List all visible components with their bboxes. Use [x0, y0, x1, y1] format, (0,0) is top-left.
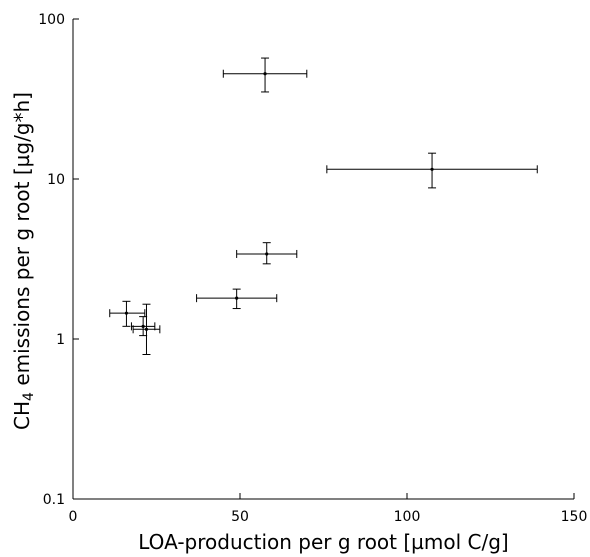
- data-point: [132, 303, 161, 356]
- y-axis-title-subscript: 4: [21, 392, 37, 401]
- data-point: [109, 300, 146, 327]
- y-axis-title: CH4 emissions per g root [µg/g*h]: [10, 92, 37, 430]
- x-tick-label: 50: [231, 509, 249, 525]
- point-marker: [235, 296, 239, 300]
- point-marker: [263, 72, 267, 76]
- data-point: [326, 152, 538, 189]
- y-tick-label: 0.1: [43, 492, 65, 508]
- data-points: [109, 57, 538, 356]
- point-marker: [141, 324, 145, 328]
- y-axis-title-suffix: emissions per g root [µg/g*h]: [10, 92, 34, 392]
- y-tick-label: 100: [38, 12, 65, 28]
- data-point: [130, 316, 156, 337]
- axes: 0 50 100 150 0.1 1 10 100: [38, 12, 587, 525]
- point-marker: [430, 167, 434, 171]
- point-marker: [124, 311, 129, 315]
- x-tick-label: 150: [561, 509, 588, 525]
- point-marker: [265, 252, 269, 256]
- y-tick-label: 1: [56, 332, 65, 348]
- data-point: [236, 242, 298, 265]
- x-tick-label: 0: [69, 509, 78, 525]
- data-point: [222, 57, 308, 93]
- x-axis-title: LOA-production per g root [µmol C/g]: [138, 530, 508, 554]
- y-tick-label: 10: [47, 172, 65, 188]
- data-point: [196, 288, 278, 310]
- point-marker: [144, 327, 149, 331]
- y-axis-title-prefix: CH: [10, 401, 34, 430]
- x-tick-label: 100: [394, 509, 421, 525]
